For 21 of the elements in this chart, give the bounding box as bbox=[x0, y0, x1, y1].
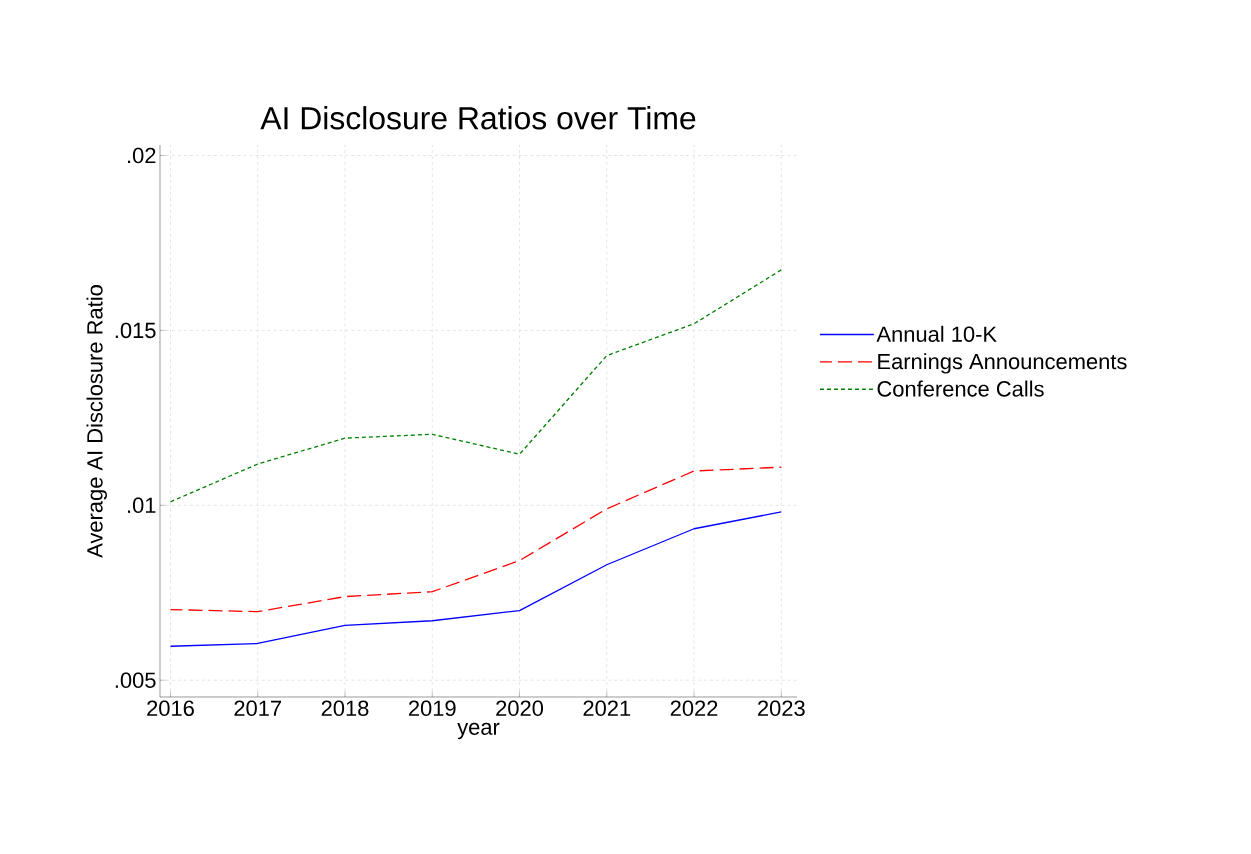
x-tick-label: 2020 bbox=[496, 700, 544, 717]
y-tick-label: .015 bbox=[115, 322, 156, 339]
y-tick-label: .01 bbox=[128, 497, 156, 514]
x-tick-label: 2023 bbox=[758, 700, 805, 717]
x-tick-label: 2016 bbox=[147, 700, 194, 717]
x-axis-title: year bbox=[457, 722, 500, 740]
legend-label: Earnings Announcements bbox=[878, 353, 1127, 374]
line-series bbox=[169, 511, 782, 647]
y-axis-title: Average AI Disclosure Ratio bbox=[86, 285, 107, 558]
legend-label: Conference Calls bbox=[877, 380, 1044, 397]
legend-label: Annual 10-K bbox=[876, 325, 997, 342]
x-tick-label: 2021 bbox=[583, 700, 631, 717]
line-series bbox=[169, 269, 782, 503]
y-tick-label: .005 bbox=[115, 672, 156, 688]
line-series bbox=[169, 466, 782, 613]
chart-title: AI Disclosure Ratios over Time bbox=[260, 106, 696, 130]
x-tick-label: 2022 bbox=[670, 700, 718, 717]
x-tick-label: 2017 bbox=[234, 700, 282, 717]
x-tick-label: 2019 bbox=[408, 700, 456, 717]
x-tick-label: 2018 bbox=[321, 700, 369, 717]
y-tick-label: .02 bbox=[128, 147, 156, 164]
